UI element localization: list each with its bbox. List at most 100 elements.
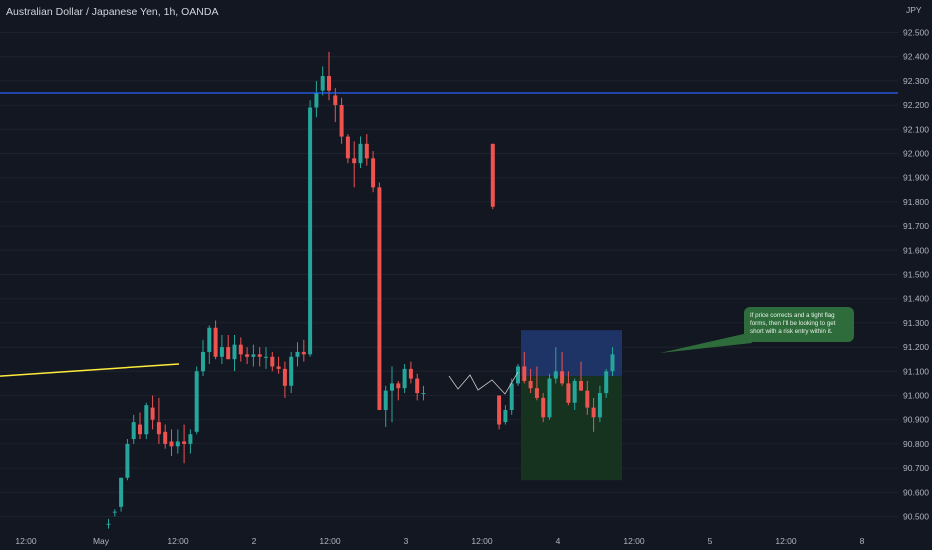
x-tick-label: 3 — [404, 536, 409, 546]
x-tick-label: 12:00 — [775, 536, 797, 546]
y-tick-label: 91.200 — [903, 342, 929, 352]
candle-body-up — [421, 393, 426, 395]
candle-body-up — [308, 107, 313, 355]
candle-body-down — [345, 136, 350, 159]
y-tick-label: 91.100 — [903, 366, 929, 376]
risk-zone[interactable] — [521, 330, 622, 377]
candles — [106, 51, 615, 529]
candle-body-up — [516, 366, 520, 384]
callout-pointer — [660, 333, 752, 353]
x-tick-label: May — [93, 536, 110, 546]
candle-body-down — [415, 378, 420, 394]
y-tick-label: 90.800 — [903, 439, 929, 449]
candle-body-down — [371, 158, 376, 188]
candle-body-up — [251, 354, 256, 357]
trendline[interactable] — [0, 363, 180, 377]
candle-body-up — [509, 383, 514, 411]
candle-body-up — [106, 523, 111, 525]
candle-body-up — [553, 371, 558, 379]
candle-body-up — [232, 344, 237, 360]
y-tick-label: 91.600 — [903, 245, 929, 255]
candle-body-up — [219, 347, 224, 357]
candle-body-down — [270, 356, 275, 367]
y-tick-label: 90.500 — [903, 512, 929, 522]
candle-body-up — [144, 405, 149, 435]
candle-body-down — [245, 354, 250, 357]
candle-body-down — [138, 424, 142, 435]
candle-body-up — [112, 511, 117, 513]
y-tick-label: 91.400 — [903, 294, 929, 304]
x-tick-label: 2 — [252, 536, 257, 546]
candle-body-down — [182, 441, 187, 444]
candle-body-up — [194, 371, 199, 432]
candle-body-up — [320, 76, 325, 91]
candle-body-up — [207, 327, 212, 352]
candle-body-down — [377, 187, 382, 411]
candle-body-down — [327, 76, 331, 91]
candle-body-up — [604, 371, 609, 394]
candle-body-up — [597, 393, 602, 418]
candle-body-down — [541, 397, 546, 418]
candle-body-down — [257, 354, 262, 357]
candle-body-up — [289, 356, 294, 386]
candle-body-down — [591, 407, 596, 418]
candle-body-down — [560, 371, 565, 384]
candle-body-down — [497, 395, 502, 425]
annotation-callout[interactable]: If price corrects and a tight flag forms… — [744, 307, 854, 342]
candle-body-up — [503, 410, 508, 423]
y-tick-label: 90.700 — [903, 463, 929, 473]
price-axis[interactable]: 92.500 92.400 92.300 92.200 92.100 92.000 91.9… — [903, 5, 929, 522]
candle-body-down — [301, 351, 306, 355]
candle-body-up — [390, 383, 394, 391]
candle-body-up — [125, 443, 130, 478]
x-tick-label: 12:00 — [471, 536, 493, 546]
candle-body-down — [408, 368, 413, 379]
candle-body-down — [282, 368, 287, 386]
candle-body-up — [547, 378, 552, 418]
candle-body-up — [201, 351, 205, 372]
candle-body-down — [163, 431, 168, 444]
candle-body-down — [364, 143, 369, 159]
candle-body-up — [119, 477, 124, 507]
x-tick-label: 4 — [556, 536, 561, 546]
grid — [0, 32, 898, 517]
candle-body-up — [610, 354, 615, 372]
x-tick-label: 12:00 — [15, 536, 37, 546]
candle-body-up — [131, 422, 136, 440]
candle-body-down — [522, 366, 527, 381]
position-tool[interactable] — [521, 330, 622, 481]
candle-body-down — [534, 388, 539, 398]
currency-label: JPY — [906, 5, 922, 15]
candle-body-up — [295, 351, 300, 357]
candle-body-down — [352, 158, 357, 164]
candle-body-down — [213, 327, 218, 357]
drawings[interactable] — [0, 92, 898, 395]
candle-body-down — [276, 366, 281, 369]
x-tick-label: 12:00 — [167, 536, 189, 546]
candle-body-down — [490, 143, 495, 207]
time-axis[interactable]: 12:00 May 12:00 2 12:00 3 12:00 4 12:00 5 12:00 8 — [15, 536, 864, 546]
x-tick-label: 5 — [708, 536, 713, 546]
chart-title: Australian Dollar / Japanese Yen, 1h, OA… — [6, 6, 219, 18]
candle-body-up — [188, 434, 193, 444]
candle-body-down — [396, 383, 401, 389]
y-tick-label: 91.900 — [903, 173, 929, 183]
y-tick-label: 92.000 — [903, 149, 929, 159]
candle-body-down — [156, 422, 161, 435]
y-tick-label: 90.900 — [903, 415, 929, 425]
flag-sketch-line[interactable] — [448, 371, 519, 395]
candle-body-up — [402, 368, 407, 389]
x-tick-label: 12:00 — [319, 536, 341, 546]
candle-body-down — [528, 380, 533, 389]
candle-body-up — [264, 356, 268, 358]
candle-body-down — [339, 105, 344, 137]
y-tick-label: 92.300 — [903, 76, 929, 86]
y-tick-label: 92.100 — [903, 124, 929, 134]
y-tick-label: 91.500 — [903, 270, 929, 280]
candle-body-down — [566, 383, 571, 403]
candle-body-down — [169, 441, 174, 447]
y-tick-label: 92.200 — [903, 100, 929, 110]
y-tick-label: 92.500 — [903, 28, 929, 38]
candle-body-up — [383, 390, 388, 411]
